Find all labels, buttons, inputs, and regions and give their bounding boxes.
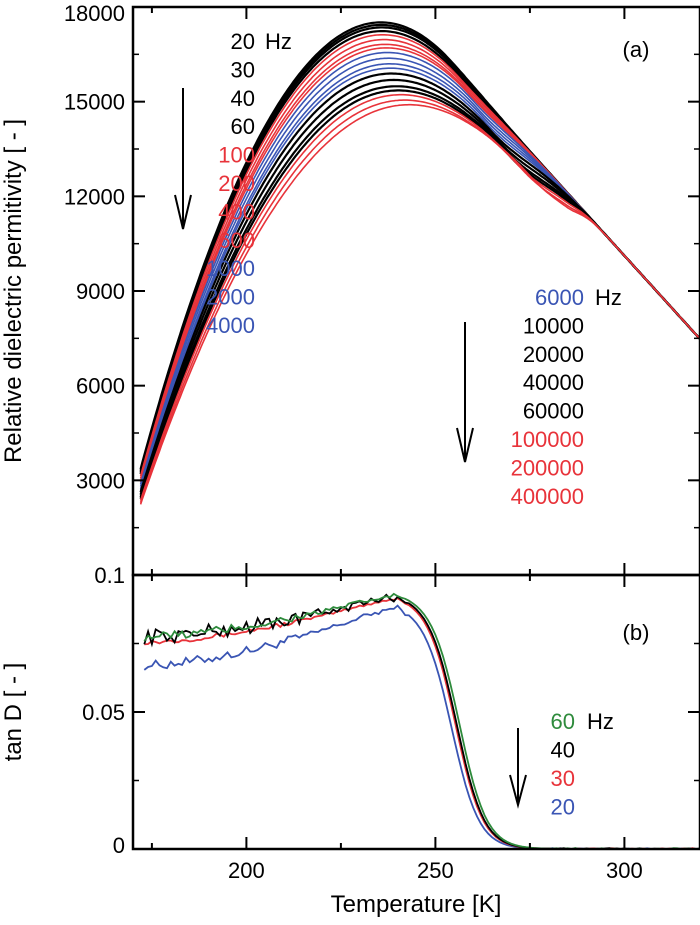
panel-b-legend: 60 40 30 20 Hz xyxy=(551,709,614,820)
panel-a-legend-high-entry: 10000 xyxy=(523,313,584,338)
panel-a-dielectric-permittivity: 3000 6000 9000 12000 15000 18000 (a) Relative… xyxy=(0,1,700,577)
panel-a-arrow-low xyxy=(174,88,192,230)
panel-a-legend-low-entry: 100 xyxy=(218,143,255,168)
panel-b-ylabel: tan D [ - ] xyxy=(0,663,27,762)
panel-a-ytick-label: 18000 xyxy=(64,1,125,26)
panel-b-ytick-label: 0 xyxy=(113,833,125,858)
panel-a-legend-high-entry: 6000 xyxy=(535,285,584,310)
panel-b-legend-unit: Hz xyxy=(587,709,614,734)
panel-a-legend-high-entry: 100000 xyxy=(511,427,584,452)
tand-curve-20-hz xyxy=(143,604,700,850)
panel-a-legend-low-entry: 2000 xyxy=(206,285,255,310)
panel-a-ytick-label: 3000 xyxy=(76,468,125,493)
panel-a-legend-low-entry: 40 xyxy=(231,86,255,111)
panel-a-ticks: 3000 6000 9000 12000 15000 18000 xyxy=(64,1,700,575)
panel-b-arrow xyxy=(509,728,527,809)
panel-b-frame xyxy=(131,573,700,851)
panel-b-ticks: 0 0.05 0.1 200 250 300 xyxy=(82,563,700,883)
curve-400000-hz xyxy=(139,103,700,505)
panel-a-legend-low-frequency: 20 30 40 60 100 200 400 600 1000 2000 4000 Hz xyxy=(206,29,292,338)
panel-a-legend-low-entry: 400 xyxy=(218,199,255,224)
panel-a-legend-low-entry: 200 xyxy=(218,171,255,196)
panel-b-label: (b) xyxy=(623,620,650,645)
x-axis-tick-label: 200 xyxy=(228,858,265,883)
panel-a-curves xyxy=(139,21,700,505)
panel-a-ytick-label: 12000 xyxy=(64,184,125,209)
panel-a-arrow-high xyxy=(456,322,474,463)
panel-a-legend-high-entry: 20000 xyxy=(523,342,584,367)
panel-a-label: (a) xyxy=(623,37,650,62)
panel-b-legend-entry: 20 xyxy=(551,795,575,820)
x-axis-tick-label: 300 xyxy=(606,858,643,883)
panel-b-curves xyxy=(143,592,700,850)
panel-b-legend-entry: 40 xyxy=(551,738,575,763)
panel-a-legend-high-frequency: 6000 10000 20000 40000 60000 100000 200000 4000… xyxy=(511,285,622,509)
panel-a-legend-low-entry: 30 xyxy=(231,57,255,82)
panel-a-ytick-label: 6000 xyxy=(76,374,125,399)
panel-a-legend-high-entry: 40000 xyxy=(523,370,584,395)
panel-a-legend-low-entry: 60 xyxy=(231,114,255,139)
panel-a-legend-low-entry: 20 xyxy=(231,29,255,54)
panel-b-ytick-label: 0.05 xyxy=(82,700,125,725)
panel-a-legend-low-entry: 4000 xyxy=(206,313,255,338)
x-axis-tick-label: 250 xyxy=(417,858,454,883)
panel-a-ylabel: Relative dielectric permitivity [ - ] xyxy=(0,119,27,463)
panel-a-legend-high-unit: Hz xyxy=(595,285,622,310)
panel-b-legend-entry: 60 xyxy=(551,709,575,734)
panel-b-tan-delta: 0 0.05 0.1 200 250 300 (b) tan D [ - ] Temper… xyxy=(0,563,700,918)
x-axis-label: Temperature [K] xyxy=(331,891,502,918)
panel-a-legend-high-entry: 200000 xyxy=(511,455,584,480)
panel-a-legend-high-entry: 60000 xyxy=(523,399,584,424)
panel-a-legend-low-unit: Hz xyxy=(265,29,292,54)
panel-a-legend-low-entry: 1000 xyxy=(206,256,255,281)
panel-b-ytick-label: 0.1 xyxy=(94,563,125,588)
panel-a-legend-high-entry: 400000 xyxy=(511,484,584,509)
panel-a-ytick-label: 9000 xyxy=(76,279,125,304)
panel-a-ytick-label: 15000 xyxy=(64,90,125,115)
panel-a-legend-low-entry: 600 xyxy=(218,228,255,253)
panel-b-legend-entry: 30 xyxy=(551,766,575,791)
